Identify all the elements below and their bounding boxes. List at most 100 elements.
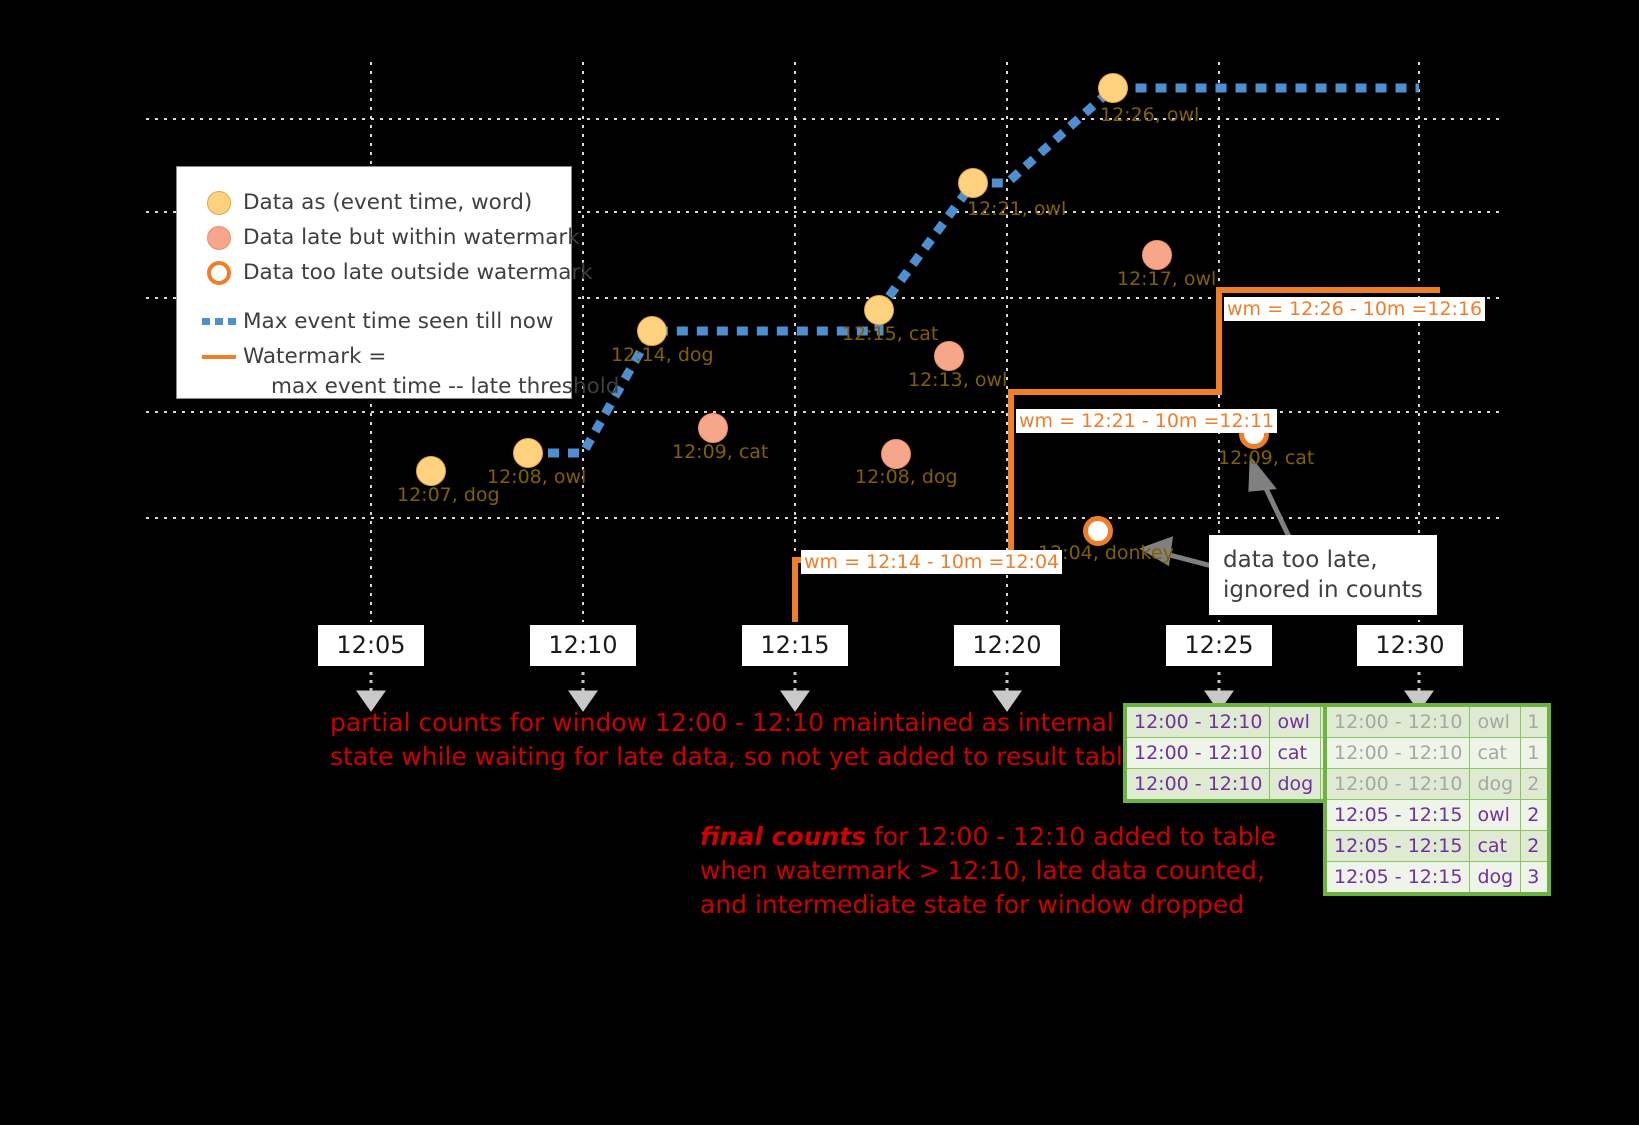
legend-watermark-sublabel: max event time -- late threshold: [271, 374, 620, 399]
partial-counts-annotation: partial counts for window 12:00 - 12:10 …: [330, 706, 1139, 774]
count-cell: 3: [1520, 861, 1550, 895]
result-table-1225-body: 12:00 - 12:10 owl 1 12:00 - 12:10 cat 1 …: [1124, 704, 1350, 802]
legend-spacer: [199, 290, 571, 304]
final-counts-line-3: and intermediate state for window droppe…: [700, 890, 1245, 919]
count-cell: 1: [1520, 737, 1550, 769]
word-cell: owl: [1469, 704, 1522, 738]
data-point-label: 12:07, dog: [397, 484, 500, 506]
time-tick-1230: 12:30: [1357, 625, 1463, 666]
window-cell: 12:00 - 12:10: [1324, 768, 1471, 800]
final-counts-line-1-rest: for 12:00 - 12:10 added to table: [866, 822, 1276, 851]
data-point-label: 12:21, owl: [967, 198, 1067, 220]
data-point-1221-owl: [958, 168, 988, 198]
legend-label: Max event time seen till now: [243, 309, 554, 334]
data-point-1204-donkey: [1083, 516, 1113, 546]
partial-counts-line-2: state while waiting for late data, so no…: [330, 742, 1139, 771]
data-point-label: 12:17, owl: [1117, 268, 1217, 290]
time-tick-1205: 12:05: [318, 625, 424, 666]
time-tick-1225: 12:25: [1166, 625, 1272, 666]
data-point-label: 12:26, owl: [1100, 104, 1200, 126]
max-event-time-line: [528, 83, 1419, 458]
window-cell: 12:00 - 12:10: [1124, 704, 1271, 738]
data-point-1226-owl: [1098, 73, 1128, 103]
data-point-label: 12:04, donkey: [1038, 542, 1174, 564]
legend-label: Data as (event time, word): [243, 190, 533, 215]
filled-yellow-dot-icon: [199, 190, 239, 215]
window-cell: 12:00 - 12:10: [1124, 737, 1271, 769]
table-row: 12:00 - 12:10 cat 1: [1124, 737, 1350, 769]
window-cell: 12:00 - 12:10: [1324, 704, 1471, 738]
watermark-label-1214: wm = 12:14 - 10m =12:04: [801, 550, 1063, 574]
window-cell: 12:00 - 12:10: [1324, 737, 1471, 769]
final-counts-annotation: final counts for 12:00 - 12:10 added to …: [700, 820, 1276, 922]
final-counts-line-2: when watermark > 12:10, late data counte…: [700, 856, 1265, 885]
data-point-1207-dog: [416, 456, 446, 486]
hollow-orange-dot-icon: [199, 260, 239, 285]
data-point-label: 12:15, cat: [842, 323, 939, 345]
timeline-arrows: [356, 672, 1434, 712]
word-cell: dog: [1469, 861, 1522, 895]
data-point-label: 12:09, cat: [1218, 447, 1315, 469]
window-cell: 12:05 - 12:15: [1324, 799, 1471, 831]
legend-box: Data as (event time, word) Data late but…: [176, 166, 620, 399]
data-point-label: 12:14, dog: [611, 344, 714, 366]
word-cell: cat: [1469, 830, 1522, 862]
legend-label: Watermark =: [243, 344, 387, 369]
table-row: 12:00 - 12:10 owl 1: [1124, 704, 1350, 738]
data-point-1209-cat: [698, 413, 728, 443]
watermark-label-1226: wm = 12:26 - 10m =12:16: [1224, 297, 1486, 321]
data-point-1217-owl: [1142, 240, 1172, 270]
result-table-1230-body: 12:00 - 12:10 owl 1 12:00 - 12:10 cat 1 …: [1324, 704, 1550, 895]
word-cell: owl: [1469, 799, 1522, 831]
count-cell: 2: [1520, 768, 1550, 800]
table-row: 12:00 - 12:10 dog 2: [1324, 768, 1550, 800]
word-cell: cat: [1269, 737, 1322, 769]
table-row: 12:00 - 12:10 cat 1: [1324, 737, 1550, 769]
blue-dotted-line-icon: [199, 318, 239, 325]
window-cell: 12:05 - 12:15: [1324, 830, 1471, 862]
watermark-label-1221: wm = 12:21 - 10m =12:11: [1016, 409, 1278, 433]
data-point-1214-dog: [637, 316, 667, 346]
legend-item-toolate: Data too late outside watermark: [199, 255, 593, 290]
count-cell: 2: [1520, 830, 1550, 862]
window-cell: 12:00 - 12:10: [1124, 768, 1271, 802]
data-point-1208-dog: [881, 439, 911, 469]
table-row: 12:00 - 12:10 owl 1: [1324, 704, 1550, 738]
final-counts-line-1: final counts for 12:00 - 12:10 added to …: [700, 820, 1276, 854]
final-counts-emphasis: final counts: [700, 822, 867, 851]
callout-arrows: [1139, 455, 1293, 569]
data-point-1213-owl: [934, 341, 964, 371]
result-table-1225: 12:00 - 12:10 owl 1 12:00 - 12:10 cat 1 …: [1123, 703, 1352, 803]
word-cell: dog: [1269, 768, 1322, 802]
time-tick-1220: 12:20: [954, 625, 1060, 666]
data-point-label: 12:08, dog: [855, 466, 958, 488]
table-row: 12:05 - 12:15 owl 2: [1324, 799, 1550, 831]
data-point-label: 12:08, owl: [487, 466, 587, 488]
data-point-1215-cat: [864, 295, 894, 325]
table-row: 12:05 - 12:15 cat 2: [1324, 830, 1550, 862]
window-cell: 12:05 - 12:15: [1324, 861, 1471, 895]
count-cell: 1: [1520, 704, 1550, 738]
data-point-1208-owl: [513, 438, 543, 468]
table-row: 12:05 - 12:15 dog 3: [1324, 861, 1550, 895]
legend-item-max-event-time: Max event time seen till now: [199, 304, 571, 339]
legend-label: Data too late outside watermark: [243, 260, 593, 285]
data-point-label: 12:13, owl: [908, 369, 1008, 391]
watermark-step-line: [792, 287, 1440, 622]
callout-line-1: data too late,: [1223, 547, 1378, 573]
word-cell: owl: [1269, 704, 1322, 738]
orange-solid-line-icon: [199, 354, 239, 359]
filled-salmon-dot-icon: [199, 225, 239, 250]
table-row: 12:00 - 12:10 dog 2: [1124, 768, 1350, 802]
count-cell: 2: [1520, 799, 1550, 831]
callout-line-2: ignored in counts: [1223, 577, 1423, 603]
legend-item-watermark: Watermark =: [199, 339, 571, 374]
legend-label: Data late but within watermark: [243, 225, 580, 250]
word-cell: dog: [1469, 768, 1522, 800]
legend-item-late: Data late but within watermark: [199, 220, 580, 255]
partial-counts-line-1: partial counts for window 12:00 - 12:10 …: [330, 708, 1114, 737]
time-tick-1215: 12:15: [742, 625, 848, 666]
result-table-1230: 12:00 - 12:10 owl 1 12:00 - 12:10 cat 1 …: [1323, 703, 1552, 896]
data-point-label: 12:09, cat: [672, 441, 769, 463]
